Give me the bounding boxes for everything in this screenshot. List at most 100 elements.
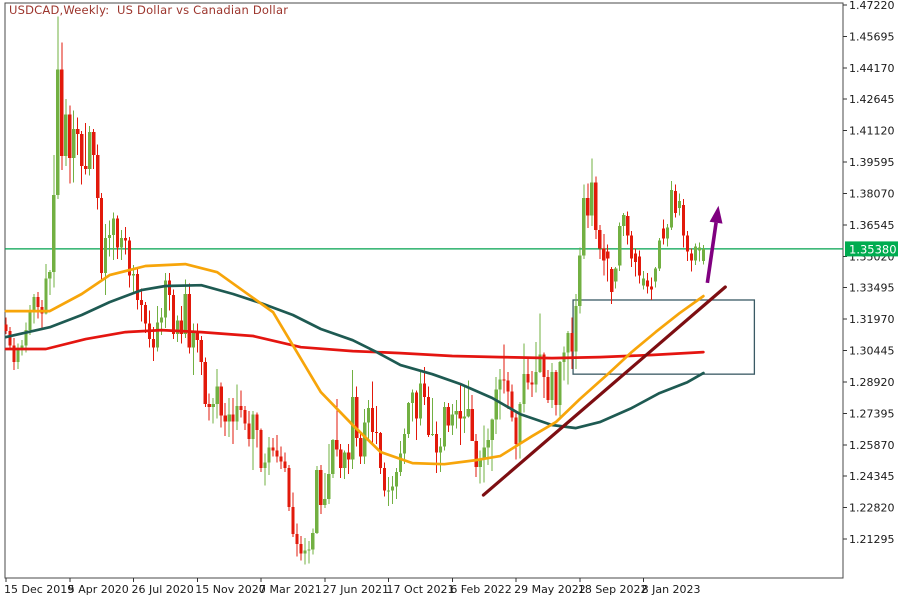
candle-body	[119, 238, 124, 248]
trendline[interactable]	[481, 285, 727, 497]
candle-body	[231, 414, 235, 422]
candle-body	[347, 452, 351, 460]
candle-body	[16, 348, 20, 362]
candle-body	[566, 332, 570, 353]
candle-body	[76, 129, 80, 135]
candle-body	[546, 377, 550, 400]
candle-body	[151, 339, 156, 348]
candle-body	[275, 450, 279, 457]
candle-body	[645, 280, 650, 287]
price-axis-label: 1.25870	[849, 439, 895, 452]
candle-body	[247, 423, 251, 440]
candle-body	[450, 414, 454, 426]
candle-body	[446, 407, 450, 426]
candle-body	[402, 433, 407, 454]
candle-body	[375, 431, 379, 433]
candle-body	[32, 296, 36, 313]
candle-body	[327, 474, 331, 499]
candle-body	[163, 280, 167, 318]
ma-fast-orange-line	[4, 262, 705, 466]
candle-body	[693, 246, 698, 261]
candle-body	[355, 396, 359, 439]
consolidation-rectangle[interactable]	[572, 299, 756, 375]
candle-body	[203, 361, 207, 405]
candles-layer[interactable]	[4, 16, 705, 565]
candle-body	[251, 414, 255, 440]
candle-body	[259, 429, 263, 468]
candle-body	[386, 490, 391, 492]
date-axis-label: 7 Mar 2021	[259, 583, 322, 596]
candle-body	[382, 467, 387, 491]
candle-body	[48, 272, 52, 279]
candle-body	[466, 409, 470, 417]
candle-body	[235, 406, 239, 422]
candle-body	[64, 114, 68, 156]
current-price-badge	[845, 241, 898, 257]
price-axis-label: 1.33495	[849, 282, 895, 295]
candle-body	[526, 374, 530, 383]
candle-body	[582, 198, 586, 256]
candle-body	[175, 320, 179, 334]
candle-body	[143, 305, 148, 324]
candle-body	[68, 114, 72, 158]
candle-body	[171, 294, 175, 334]
candle-body	[104, 238, 108, 274]
date-axis-label: 5 Apr 2020	[68, 583, 129, 596]
candle-body	[56, 69, 60, 195]
price-axis-label: 1.44170	[849, 62, 895, 75]
candle-body	[701, 248, 705, 262]
candle-body	[323, 498, 327, 505]
candle-body	[295, 533, 299, 545]
candle-body	[311, 532, 315, 550]
candle-body	[394, 472, 399, 487]
ma-mid-teal-line	[4, 283, 705, 430]
candle-body	[343, 452, 347, 468]
price-axis-label: 1.30445	[849, 345, 895, 358]
candle-body	[115, 218, 120, 248]
candle-body	[92, 132, 96, 155]
candle-body	[462, 416, 466, 419]
candle-body	[638, 256, 642, 276]
candle-body	[458, 411, 462, 419]
candle-body	[618, 226, 622, 266]
price-axis-label: 1.38070	[849, 187, 895, 200]
candle-body	[287, 467, 291, 508]
candle-body	[554, 372, 558, 406]
candle-body	[44, 278, 48, 314]
candle-body	[530, 382, 534, 385]
candle-body	[351, 396, 355, 460]
ma-long-red-line	[4, 328, 705, 360]
candle-body	[339, 449, 343, 468]
price-axis-label: 1.24345	[849, 470, 895, 483]
candle-body	[438, 446, 442, 453]
candle-body	[642, 278, 646, 286]
buy-arrow-shaft[interactable]	[705, 222, 718, 284]
date-axis-label: 29 May 2022	[514, 583, 586, 596]
candle-body	[52, 194, 56, 273]
candle-body	[36, 296, 40, 308]
buy-arrow-head[interactable]	[709, 205, 723, 224]
candle-body	[159, 317, 164, 323]
candle-body	[598, 229, 602, 249]
candle-body	[179, 320, 183, 334]
candle-body	[24, 329, 28, 346]
candle-body	[478, 459, 482, 467]
candle-body	[494, 389, 498, 420]
price-axis-label: 1.41120	[849, 125, 895, 138]
candle-body	[215, 386, 219, 405]
candle-body	[697, 247, 701, 251]
candle-body	[207, 404, 211, 408]
price-axis-label: 1.28920	[849, 376, 895, 389]
candle-body	[502, 379, 506, 381]
candle-body	[590, 182, 594, 216]
date-axis-label: 6 Feb 2022	[450, 583, 511, 596]
candle-body	[4, 324, 8, 331]
candle-body	[677, 200, 682, 209]
candle-body	[610, 269, 614, 292]
candle-body	[649, 286, 654, 290]
candle-body	[398, 453, 403, 473]
candle-body	[243, 410, 247, 424]
candle-body	[482, 447, 486, 460]
candle-body	[319, 469, 323, 505]
